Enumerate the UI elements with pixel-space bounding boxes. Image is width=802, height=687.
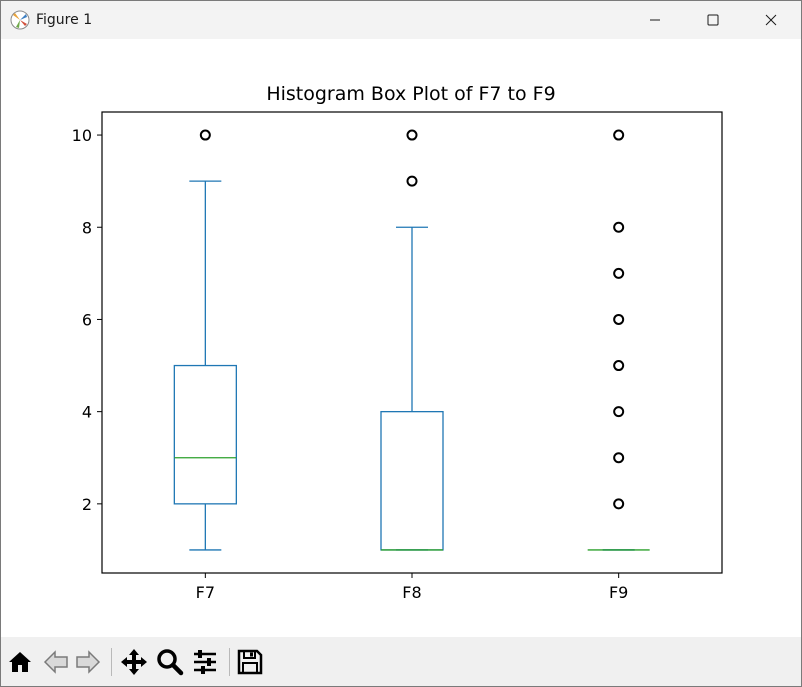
box-iqr xyxy=(381,412,443,550)
flier-point xyxy=(614,453,623,462)
flier-point xyxy=(614,315,623,324)
flier-point xyxy=(408,131,417,140)
box-plot-chart: Histogram Box Plot of F7 to F9 2 4 6 8 10 F7 F… xyxy=(1,39,801,637)
title-bar[interactable]: Figure 1 xyxy=(1,1,801,39)
y-tick-label: 2 xyxy=(82,495,92,514)
back-button[interactable] xyxy=(41,647,71,677)
flier-point xyxy=(614,499,623,508)
chart-title: Histogram Box Plot of F7 to F9 xyxy=(266,83,555,105)
forward-arrow-icon xyxy=(75,649,101,675)
zoom-magnifier-icon xyxy=(156,648,184,676)
flier-point xyxy=(408,177,417,186)
configure-subplots-button[interactable] xyxy=(190,647,220,677)
y-tick-label: 10 xyxy=(72,126,92,145)
x-tick-label: F9 xyxy=(609,583,628,602)
flier-point xyxy=(614,223,623,232)
close-button[interactable] xyxy=(742,1,800,39)
forward-button[interactable] xyxy=(73,647,103,677)
minimize-button[interactable] xyxy=(626,1,684,39)
y-tick-label: 6 xyxy=(82,310,92,329)
save-button[interactable] xyxy=(235,647,265,677)
x-tick-label: F7 xyxy=(196,583,215,602)
maximize-button[interactable] xyxy=(684,1,742,39)
zoom-button[interactable] xyxy=(155,647,185,677)
maximize-icon xyxy=(707,14,719,26)
back-arrow-icon xyxy=(43,649,69,675)
y-tick-label: 4 xyxy=(82,403,92,422)
box-iqr xyxy=(174,366,236,504)
home-icon xyxy=(7,649,33,675)
figure-canvas[interactable]: Histogram Box Plot of F7 to F9 2 4 6 8 10 F7 F… xyxy=(1,39,801,637)
flier-point xyxy=(201,131,210,140)
flier-point xyxy=(614,361,623,370)
pan-move-icon xyxy=(120,648,148,676)
flier-point xyxy=(614,407,623,416)
save-floppy-icon xyxy=(236,648,264,676)
x-tick-label: F8 xyxy=(402,583,421,602)
flier-point xyxy=(614,131,623,140)
toolbar-separator xyxy=(111,648,112,676)
navigation-toolbar xyxy=(1,637,801,686)
close-icon xyxy=(765,14,777,26)
y-tick-label: 8 xyxy=(82,218,92,237)
plot-area: 2 4 6 8 10 F7 F8 F9 xyxy=(72,112,722,602)
pan-button[interactable] xyxy=(119,647,149,677)
toolbar-separator xyxy=(229,648,230,676)
minimize-icon xyxy=(649,14,661,26)
configure-subplots-icon xyxy=(191,648,219,676)
flier-point xyxy=(614,269,623,278)
matplotlib-app-icon xyxy=(10,10,30,30)
home-button[interactable] xyxy=(5,647,35,677)
window-title: Figure 1 xyxy=(36,12,92,28)
